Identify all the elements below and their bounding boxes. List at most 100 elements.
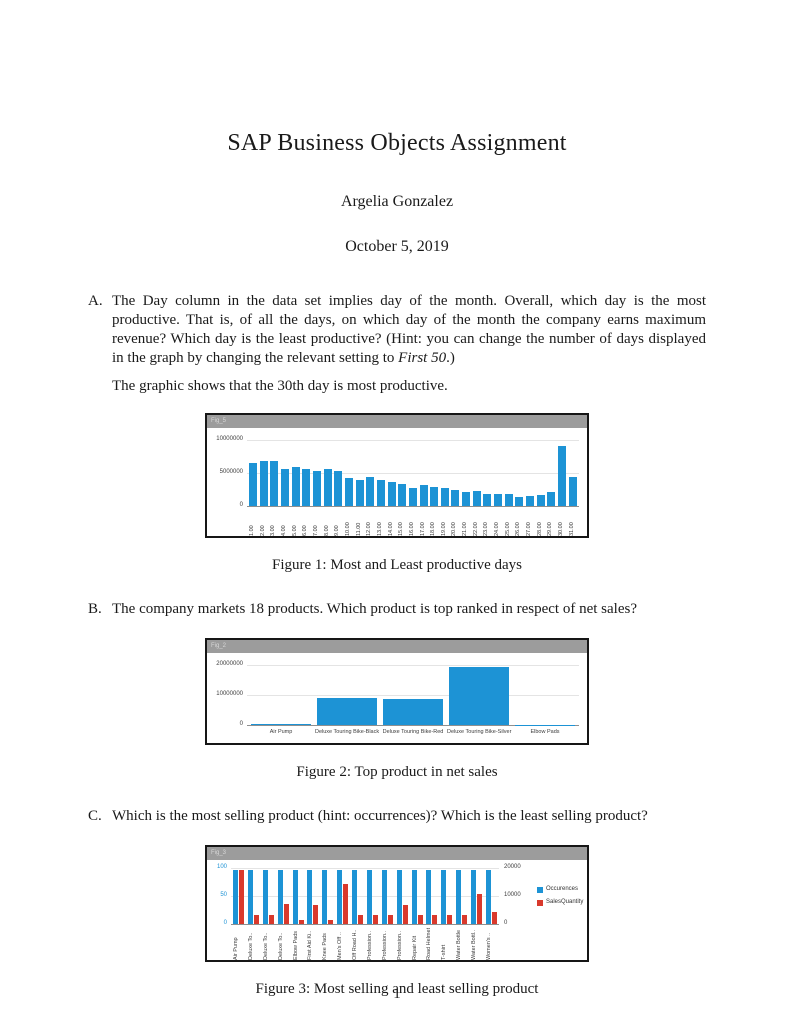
- figure-1-chart: 0 5000000 10000000 1.00 2.00 3.00 4.00 5.00 6.0…: [207, 428, 587, 537]
- legend-swatch: [537, 899, 543, 906]
- question-c-label: C.: [88, 808, 102, 825]
- x-axis-label: 25.00: [504, 522, 511, 537]
- bar-group: [355, 440, 364, 507]
- bar-salesquantity: [387, 914, 393, 925]
- bar-occurences: [456, 870, 462, 925]
- bar: [472, 491, 481, 507]
- x-axis-label: 16.00: [408, 522, 415, 537]
- question-a-text: The Day column in the data set implies d…: [112, 292, 706, 368]
- bar: [344, 477, 353, 507]
- bar-group: [337, 868, 349, 925]
- bar: [462, 491, 471, 507]
- bar: [249, 463, 257, 507]
- bar: [547, 492, 556, 507]
- x-axis-label: Profession..: [396, 931, 403, 961]
- gridline: [231, 868, 499, 870]
- bar: [270, 461, 279, 507]
- figure-2-block-label: Fig_2: [211, 643, 227, 650]
- x-axis-label: Off Road H..: [352, 929, 358, 961]
- bar-group: [430, 440, 439, 507]
- x-axis-label: T-shirt: [441, 945, 448, 961]
- x-axis-label: Deluxe To..: [277, 933, 284, 961]
- y-axis-tick-label: 10000000: [216, 436, 243, 443]
- bar-group: [352, 868, 363, 925]
- bar-salesquantity: [313, 904, 319, 925]
- bar-occurences: [233, 870, 238, 925]
- bar-group: [419, 440, 428, 507]
- question-a-label: A.: [88, 293, 103, 309]
- x-axis-label: Profession..: [381, 931, 388, 961]
- figure-1-block-label: Fig_5: [211, 418, 227, 425]
- bars-row: [249, 665, 577, 726]
- figure-1-header-bar: Fig_5: [207, 415, 587, 429]
- bar-group: [323, 440, 332, 507]
- figure-1: Fig_5 0 5000000 10000000 1.00 2.00 3.00 4.00 5…: [205, 413, 589, 539]
- bars-row: [249, 440, 577, 507]
- x-axis-label: 3.00: [270, 525, 277, 537]
- bar-group: [376, 440, 385, 507]
- bar-group: [344, 440, 353, 507]
- y-axis-tick-label: 100: [216, 864, 227, 871]
- x-axis-label: 10.00: [344, 522, 351, 537]
- bar: [291, 467, 300, 507]
- legend-item: Occurences: [537, 886, 583, 894]
- author: Argelia Gonzalez: [340, 193, 454, 210]
- bar-group: [483, 440, 492, 507]
- x-axis-label: 20.00: [451, 522, 458, 537]
- x-axis-label: 23.00: [483, 522, 490, 537]
- gridline: [231, 896, 499, 898]
- gridline: [247, 440, 579, 442]
- bar-salesquantity: [491, 912, 497, 925]
- bar: [376, 479, 385, 507]
- x-axis-label: 14.00: [387, 522, 394, 537]
- bar-occurences: [471, 870, 476, 925]
- x-axis-label: Road Helmet: [426, 928, 433, 961]
- bar: [504, 494, 513, 507]
- y-axis-tick-label: 0: [223, 920, 227, 927]
- bar-group: [291, 440, 300, 507]
- y-axis-tick-label: 0: [239, 721, 243, 728]
- x-axis-label: 4.00: [280, 525, 287, 537]
- bar-group: [515, 440, 524, 507]
- bar-occurences: [262, 870, 268, 925]
- gridline: [247, 665, 579, 667]
- figure-2: Fig_2 0 10000000 20000000 Air Pump Deluxe T…: [205, 638, 589, 746]
- bar: [451, 490, 460, 507]
- bar-group: [441, 868, 453, 925]
- bar-group: [381, 868, 393, 925]
- figure-3: Fig_3 0 50 100 0 10000 20000 Air Pump Deluxe T…: [205, 845, 589, 963]
- x-axis-label: 6.00: [302, 525, 309, 537]
- x-axis-label: Air Pump: [269, 729, 293, 736]
- bar-group: [440, 440, 449, 507]
- x-axis-label: Water Bottle: [456, 930, 463, 961]
- bar-occurences: [426, 870, 432, 925]
- bar-occurences: [322, 870, 328, 925]
- x-labels: Air Pump Deluxe To.. Deluxe To.. Deluxe To.…: [233, 928, 497, 960]
- figure-3-caption: Figure 3: Most selling and least selling…: [255, 981, 539, 998]
- x-axis-label: 21.00: [462, 522, 469, 537]
- bar-group: [312, 440, 321, 507]
- figure-2-chart: 0 10000000 20000000 Air Pump Deluxe Touring…: [207, 653, 587, 744]
- page-content: A. The Day column in the data set implie…: [88, 292, 706, 999]
- x-axis-label: First Aid Ki..: [307, 931, 314, 961]
- chart-legend: Occurences SalesQuantity: [537, 886, 583, 906]
- bar-group: [456, 868, 468, 925]
- question-a: A. The Day column in the data set implie…: [88, 292, 706, 368]
- bar-group: [249, 665, 313, 726]
- plot-area: 0 10000000 20000000: [216, 661, 579, 727]
- bar-group: [292, 868, 304, 925]
- bar-group: [396, 868, 408, 925]
- right-axis-tick-label: 20000: [504, 864, 521, 871]
- right-axis-tick-label: 0: [504, 920, 508, 927]
- bar-group: [366, 440, 375, 507]
- bar-salesquantity: [283, 903, 289, 925]
- bar: [430, 487, 439, 507]
- bar: [483, 493, 492, 507]
- question-b-label: B.: [88, 601, 102, 618]
- bar: [302, 468, 311, 507]
- bar-group: [247, 868, 259, 925]
- figure-1-caption: Figure 1: Most and Least productive days: [272, 557, 522, 574]
- bar-salesquantity: [268, 914, 274, 925]
- x-axis-label: 8.00: [323, 525, 330, 537]
